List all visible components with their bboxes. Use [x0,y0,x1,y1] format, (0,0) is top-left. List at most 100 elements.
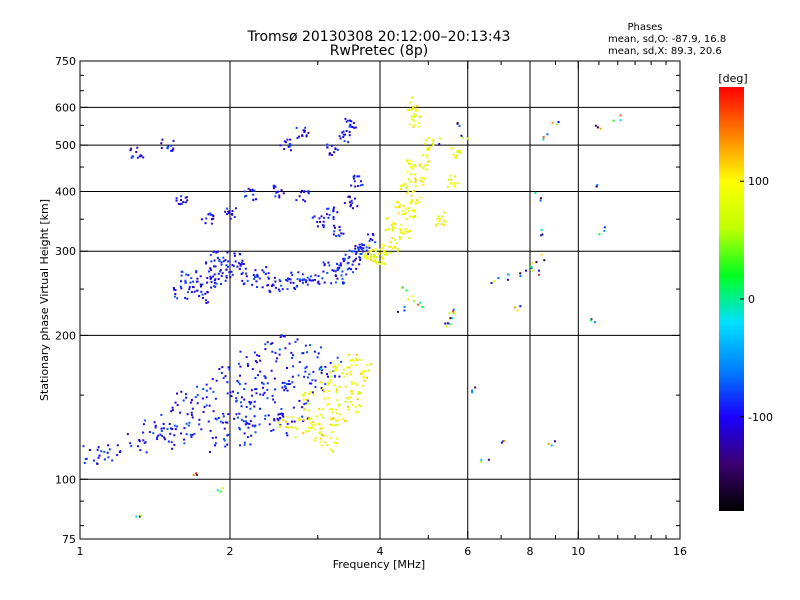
data-point [261,381,264,384]
data-point [307,190,310,193]
data-point [304,344,307,347]
data-point [342,368,345,371]
data-point [603,229,606,232]
data-point [444,221,447,224]
data-point [341,277,344,280]
data-point [305,402,308,405]
data-point [299,278,302,281]
data-point [217,272,220,275]
data-point [334,148,337,151]
data-point [291,375,294,378]
data-point [425,168,428,171]
data-point [413,189,416,192]
data-point [333,441,336,444]
data-point [270,429,273,432]
data-point [352,359,355,362]
data-point [396,201,399,204]
data-point [426,164,429,167]
data-point [351,126,354,129]
data-point [176,392,179,395]
data-point [358,175,361,178]
data-point [454,156,457,159]
data-point [304,391,307,394]
data-point [250,434,253,437]
colorbar-tick-label: 100 [748,175,769,188]
data-point [233,417,236,420]
data-point [312,370,315,373]
data-point [308,426,311,429]
data-point [323,216,326,219]
data-point [222,415,225,418]
data-point [341,281,344,284]
data-point [214,444,217,447]
data-point [254,431,257,434]
data-point [196,402,199,405]
data-point [426,154,429,157]
data-point [255,392,258,395]
data-point [229,217,232,220]
data-point [214,397,217,400]
data-point [191,433,194,436]
data-point [322,416,325,419]
data-point [249,189,252,192]
data-point [389,241,392,244]
data-point [220,261,223,264]
data-point [373,254,376,257]
data-point [273,418,276,421]
data-point [174,428,177,431]
data-point [171,406,174,409]
data-point [362,377,365,380]
data-point [314,436,317,439]
data-point [418,165,421,168]
data-point [130,147,133,150]
data-point [452,308,455,311]
data-point [332,269,335,272]
data-point [282,192,285,195]
data-point [309,421,312,424]
data-point [279,336,282,339]
data-point [164,438,167,441]
data-point [458,149,461,152]
data-point [203,406,206,409]
data-point [236,392,239,395]
data-point [143,442,146,445]
data-point [234,260,237,263]
data-point [290,271,293,274]
data-point [329,418,332,421]
data-point [324,383,327,386]
data-point [328,213,331,216]
data-point [474,386,477,389]
data-point [172,147,175,150]
data-point [289,278,292,281]
data-point [354,247,357,250]
data-point [160,142,163,145]
data-point [302,198,305,201]
data-point [212,217,215,220]
data-point [275,357,278,360]
data-point [255,280,258,283]
data-point [443,224,446,227]
data-point [286,415,289,418]
data-point [261,286,264,289]
data-point [401,184,404,187]
colorbar-tick-label: 0 [748,293,755,306]
data-point [290,351,293,354]
data-point [353,180,356,183]
data-point [542,138,545,141]
data-point [403,309,406,312]
data-point [403,305,406,308]
data-point [436,217,439,220]
data-point [305,280,308,283]
data-point [391,247,394,250]
data-point [458,125,461,128]
data-point [447,178,450,181]
data-point [317,422,320,425]
data-point [346,405,349,408]
data-point [409,172,412,175]
data-point [531,269,534,272]
data-point [356,175,359,178]
data-point [280,189,283,192]
data-point [205,261,208,264]
data-point [402,209,405,212]
data-point [303,190,306,193]
